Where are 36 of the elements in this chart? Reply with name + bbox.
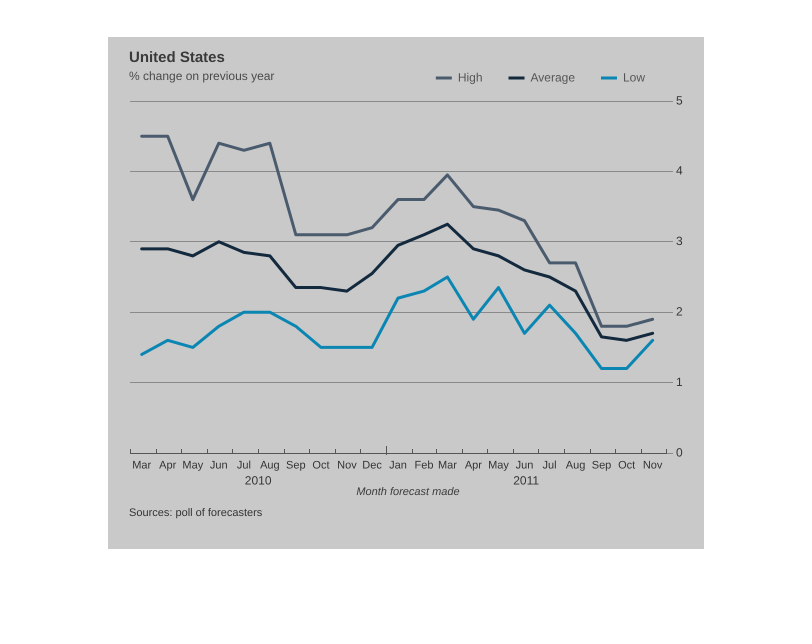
source-note: Sources: poll of forecasters (129, 507, 264, 520)
chart-subtitle: % change on previous year (129, 69, 274, 83)
x-tick-label: Jul (542, 460, 557, 472)
x-tick-label: Aug (260, 460, 280, 472)
x-tick-label: Apr (159, 460, 177, 472)
x-tick-label: Oct (618, 460, 636, 472)
x-tick-label: Nov (642, 460, 663, 472)
x-tick-label: May (488, 460, 510, 472)
x-tick-label: Jun (516, 460, 534, 472)
y-tick-label: 2 (676, 304, 683, 319)
y-tick-label: 3 (676, 234, 683, 248)
legend-label: High (458, 70, 483, 84)
legend-label: Average (530, 70, 576, 84)
x-tick-label: Apr (464, 460, 482, 472)
x-tick-label: Sep (286, 460, 306, 472)
text: 2011 (513, 473, 540, 488)
legend-label: Low (622, 70, 646, 84)
y-tick-label: 5 (676, 93, 683, 108)
x-tick-label: Mar (132, 460, 152, 472)
x-tick-label: Mar (438, 460, 458, 472)
y-tick-label: 4 (676, 164, 683, 178)
x-tick-label: Sep (592, 460, 612, 472)
x-tick-label: Nov (337, 460, 358, 472)
x-tick-label: Jul (236, 460, 251, 472)
x-tick-label: Dec (362, 460, 382, 472)
chart-title: United States (129, 49, 225, 66)
x-axis-title: Month forecast made (355, 486, 461, 498)
text: 2010 (244, 473, 272, 488)
x-tick-label: Jan (389, 460, 407, 472)
y-tick-label: 0 (676, 445, 683, 460)
x-tick-label: Jun (210, 460, 228, 472)
x-tick-label: Aug (566, 460, 586, 472)
x-tick-label: May (182, 460, 204, 472)
x-tick-label: Feb (414, 460, 434, 472)
x-tick-label: Oct (312, 460, 330, 472)
y-tick-label: 1 (676, 374, 683, 389)
